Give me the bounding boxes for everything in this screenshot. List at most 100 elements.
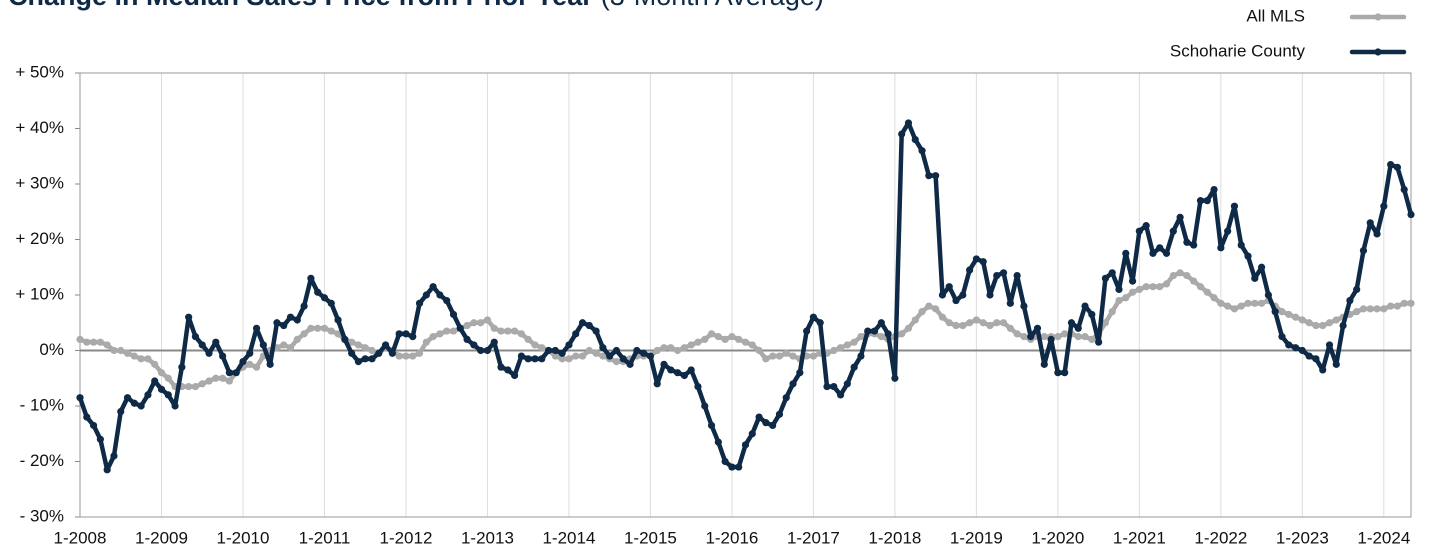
data-point [266, 360, 274, 368]
data-point [585, 346, 593, 355]
data-point [327, 299, 335, 307]
data-point [599, 352, 607, 360]
data-point [769, 421, 777, 430]
data-point [178, 363, 186, 371]
data-point [762, 419, 770, 427]
data-point [531, 355, 539, 363]
data-point [796, 369, 804, 377]
data-point [1006, 299, 1014, 307]
legend-label: All MLS [1246, 6, 1305, 25]
data-point [1190, 277, 1198, 285]
data-point [1217, 299, 1225, 307]
data-point [144, 355, 152, 363]
data-point [1278, 333, 1286, 341]
data-point [157, 369, 166, 377]
data-point [246, 349, 254, 357]
data-point [592, 327, 600, 335]
data-point [898, 330, 906, 338]
data-point [1196, 283, 1205, 291]
data-point [1244, 252, 1252, 260]
data-point [612, 346, 621, 355]
data-point [511, 327, 519, 335]
data-point [96, 338, 104, 346]
data-point [293, 316, 301, 324]
data-point [307, 274, 315, 282]
data-point [959, 291, 967, 299]
data-point [436, 291, 444, 299]
data-point [130, 352, 138, 360]
data-point [932, 305, 940, 313]
data-point [986, 291, 994, 299]
data-point [157, 385, 166, 393]
data-point [117, 407, 125, 416]
data-point [999, 319, 1008, 327]
legend-marker [1374, 13, 1382, 21]
data-point [273, 319, 281, 327]
data-point [1359, 305, 1368, 313]
data-point [653, 346, 661, 355]
data-point [707, 421, 716, 430]
data-point [117, 346, 125, 355]
data-point [402, 352, 410, 360]
data-point [1325, 319, 1334, 327]
data-point [918, 308, 926, 316]
data-point [348, 338, 356, 346]
data-point [1101, 319, 1110, 327]
data-point [144, 391, 152, 399]
data-point [816, 319, 824, 327]
data-point [1176, 269, 1184, 277]
data-point [1332, 316, 1340, 324]
chart-subtitle: (3-Month Average) [601, 0, 824, 11]
data-point [497, 363, 505, 371]
data-point [1061, 330, 1069, 338]
data-point [232, 369, 240, 377]
data-point [1210, 185, 1218, 194]
data-point [775, 352, 784, 360]
data-point [1251, 299, 1259, 307]
data-point [1380, 202, 1388, 210]
chart-title-line: Change in Median Sales Price from Prior … [8, 0, 824, 11]
data-point [1251, 274, 1259, 282]
data-point [429, 283, 437, 291]
data-point [477, 319, 485, 327]
data-point [782, 394, 790, 402]
data-point [443, 296, 451, 305]
data-point [578, 352, 587, 360]
data-point [1373, 230, 1381, 238]
data-point [504, 366, 512, 374]
data-point [531, 341, 539, 349]
data-point [619, 355, 627, 363]
data-point [137, 355, 145, 363]
data-point [415, 349, 424, 357]
data-point [789, 352, 797, 360]
data-point [1353, 308, 1361, 316]
x-tick-label: 1-2018 [868, 528, 921, 547]
data-point [728, 333, 736, 341]
data-point [239, 358, 247, 366]
data-point [1210, 294, 1218, 302]
data-point [490, 324, 498, 332]
data-point [843, 380, 851, 388]
data-point [123, 349, 132, 357]
data-point [701, 335, 709, 343]
data-point [1339, 321, 1347, 330]
data-point [925, 172, 933, 180]
data-point [1149, 249, 1157, 257]
data-point [1108, 308, 1116, 316]
data-point [225, 369, 233, 377]
data-point [1108, 269, 1116, 277]
data-point [1061, 369, 1069, 377]
data-point [993, 319, 1001, 327]
data-point [694, 382, 702, 391]
data-point [538, 344, 546, 352]
x-tick-label: 1-2024 [1357, 528, 1410, 547]
data-point [592, 349, 600, 357]
data-point [1203, 288, 1211, 296]
data-point [1074, 333, 1082, 341]
data-point [1298, 316, 1306, 324]
data-point [1162, 249, 1171, 257]
data-point [252, 363, 261, 371]
data-point [1183, 271, 1191, 280]
data-point [449, 310, 458, 319]
data-point [993, 271, 1001, 280]
